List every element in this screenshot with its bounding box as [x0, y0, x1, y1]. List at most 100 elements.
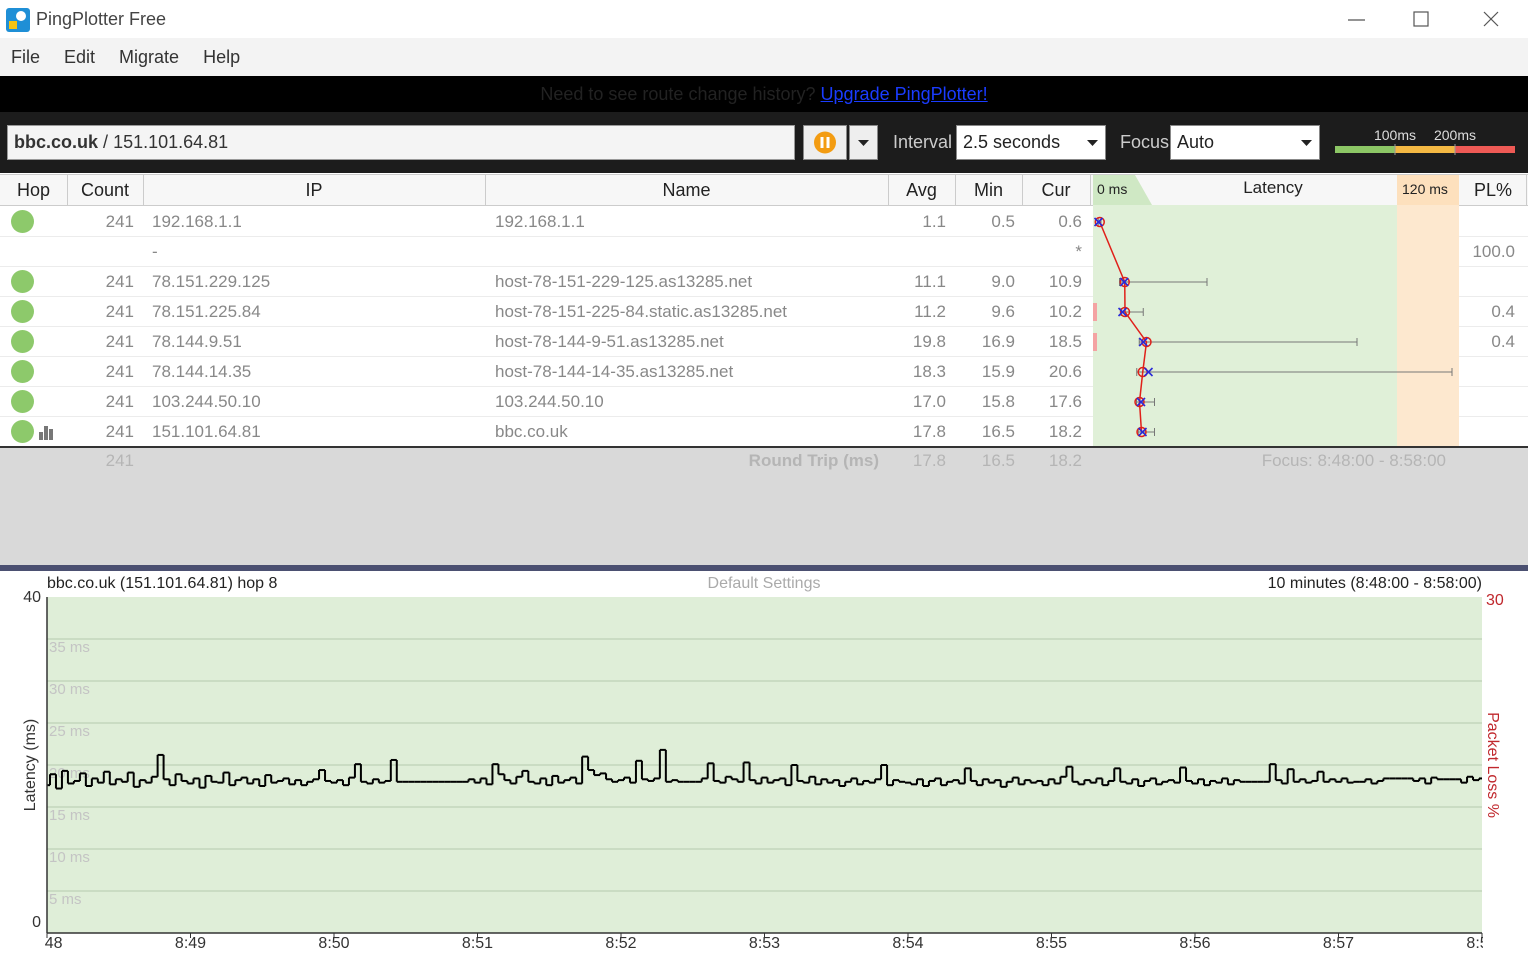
column-header: Count	[80, 180, 130, 200]
summary-count: 241	[105, 451, 134, 470]
y-tick-label: 15 ms	[49, 807, 90, 824]
y2-tick-label: 30	[1486, 592, 1504, 609]
cell-name: bbc.co.uk	[495, 422, 568, 441]
splitter[interactable]	[0, 565, 1528, 571]
cell-count: 241	[105, 302, 134, 321]
scale-segment	[1335, 146, 1395, 153]
banner-text: Need to see route change history?	[540, 84, 816, 104]
cell-avg: 11.2	[914, 302, 946, 321]
avg-marker	[1094, 216, 1105, 228]
latency-graph: 0 ms 120 ms	[1093, 175, 1459, 447]
hop-status	[11, 360, 34, 383]
latency-series	[47, 748, 1482, 790]
cell-pl: 100.0	[1472, 242, 1515, 261]
y-tick-label: 35 ms	[49, 639, 90, 656]
column-divider	[143, 175, 144, 205]
target-input[interactable]: bbc.co.uk / 151.101.64.81	[7, 125, 795, 160]
table-bottom-border	[0, 446, 1528, 448]
cur-marker	[1143, 367, 1154, 377]
menu-item[interactable]: Help	[203, 46, 241, 67]
cell-name: 103.244.50.10	[495, 392, 604, 411]
cell-min: 9.6	[991, 302, 1015, 321]
cell-ip: 78.151.225.84	[152, 302, 261, 321]
row-divider	[0, 416, 1528, 417]
cur-marker	[1117, 307, 1128, 317]
cell-avg: 11.1	[914, 272, 946, 291]
x-tick-label: 8:52	[605, 935, 636, 952]
cell-ip: 192.168.1.1	[152, 212, 242, 231]
cell-ip: 78.144.9.51	[152, 332, 242, 351]
cur-stroke	[1136, 397, 1146, 407]
summary-area: 241 Round Trip (ms) 17.8 16.5 18.2 Focus: 8:4…	[0, 448, 1528, 565]
y-tick-label: 40	[23, 589, 41, 606]
hop-status	[11, 300, 34, 323]
upgrade-banner: Need to see route change history? Upgrad…	[0, 76, 1528, 112]
maximize-button[interactable]	[1413, 11, 1429, 27]
x-tick-label: 8:49	[175, 935, 206, 952]
avg-marker	[1136, 426, 1147, 438]
pause-button[interactable]	[803, 125, 847, 160]
cell-ip: 78.151.229.125	[152, 272, 271, 291]
cell-min: 15.8	[981, 392, 1015, 411]
y-axis-label: Latency (ms)	[22, 719, 39, 811]
cur-marker	[1137, 427, 1148, 437]
cell-avg: 1.1	[922, 212, 946, 231]
cell-name: host-78-144-14-35.as13285.net	[495, 362, 734, 381]
icon-bar	[44, 426, 48, 440]
summary-label: Round Trip (ms)	[748, 451, 879, 470]
select-arrow	[1301, 140, 1312, 146]
avg-marker	[1134, 396, 1145, 408]
column-header: Latency	[1243, 178, 1303, 197]
focus-value: Auto	[1177, 132, 1215, 152]
y-tick-label: 5 ms	[49, 891, 82, 908]
chart-subtitle: Default Settings	[708, 575, 821, 592]
cell-count: 241	[105, 332, 134, 351]
y-tick-label: 25 ms	[49, 723, 90, 740]
cur-marker	[1093, 217, 1104, 227]
window-controls	[1348, 11, 1499, 27]
column-divider	[67, 175, 68, 205]
scale-label: 100ms	[1374, 127, 1416, 143]
cell-name: host-78-151-229-125.as13285.net	[495, 272, 753, 291]
cell-count: 241	[105, 422, 134, 441]
cell-cur: *	[1075, 242, 1082, 261]
select-arrow	[1087, 140, 1098, 146]
cell-avg: 17.0	[912, 392, 946, 411]
pause-dropdown[interactable]	[849, 125, 878, 160]
focus-select[interactable]: Auto	[1170, 125, 1320, 160]
title-bar	[0, 0, 1528, 39]
banner-link[interactable]: Upgrade PingPlotter!	[820, 84, 988, 104]
cell-ip: 103.244.50.10	[152, 392, 261, 411]
target-separator: /	[103, 132, 109, 152]
cell-cur: 18.5	[1048, 332, 1082, 351]
cell-min: 0.5	[991, 212, 1015, 231]
cur-marker	[1138, 337, 1148, 347]
hop-status	[11, 420, 34, 443]
menu-bar: File Edit Migrate Help	[0, 38, 1528, 76]
table-header: Hop Count IP Name Avg Min Cur PL% Latency	[0, 174, 1528, 206]
latency-high-zone	[1397, 175, 1459, 447]
menu-item[interactable]: Migrate	[119, 46, 180, 67]
graph-icon[interactable]	[38, 424, 56, 440]
scale-label: 200ms	[1434, 127, 1476, 143]
hop-status	[11, 330, 34, 353]
timeline-chart: bbc.co.uk (151.101.64.81) hop 8 Default S…	[0, 571, 1528, 967]
menu-item[interactable]: File	[11, 46, 41, 67]
y2-axis-label: Packet Loss %	[1484, 712, 1501, 818]
cell-pl: 0.4	[1491, 332, 1515, 351]
column-divider	[1022, 175, 1023, 205]
cur-stroke	[1093, 217, 1104, 227]
interval-select[interactable]: 2.5 seconds	[956, 125, 1106, 160]
summary-min: 16.5	[981, 451, 1015, 470]
packet-loss-bar	[1093, 333, 1097, 351]
cur-stroke	[1117, 307, 1128, 317]
cell-avg: 19.8	[912, 332, 946, 351]
x-tick-label: 8:56	[1179, 935, 1210, 952]
interval-label: Interval	[893, 132, 953, 152]
target-ip: 151.101.64.81	[113, 132, 229, 152]
column-divider	[485, 175, 486, 205]
close-button[interactable]	[1483, 11, 1499, 27]
cell-count: 241	[105, 212, 134, 231]
menu-item[interactable]: Edit	[64, 46, 96, 67]
x-tick-label: 8:48	[31, 935, 62, 952]
